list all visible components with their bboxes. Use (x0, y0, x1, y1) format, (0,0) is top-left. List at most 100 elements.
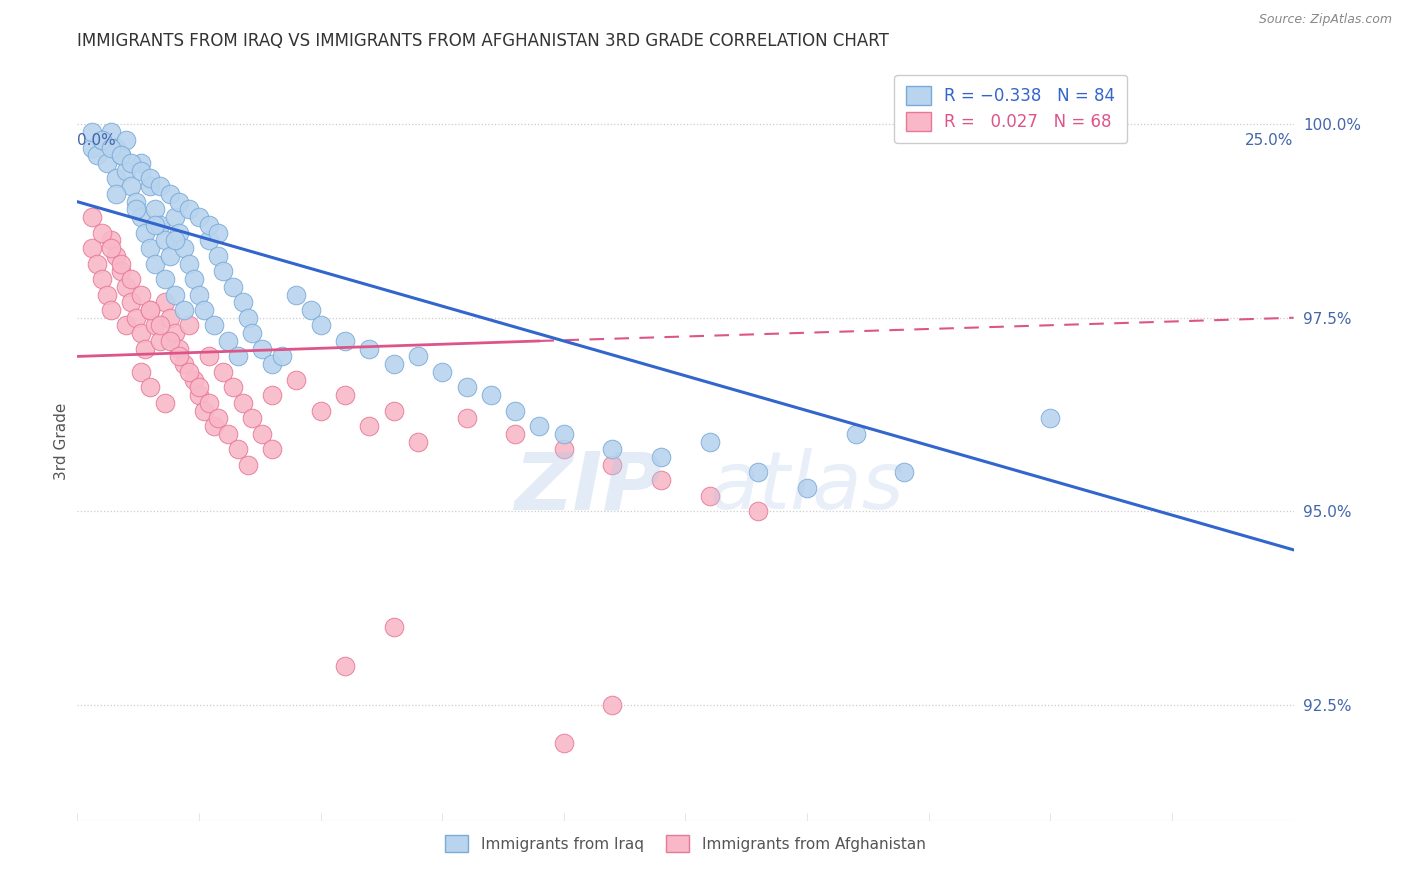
Point (207, 249, 229, 263)
Point (430, 365, 453, 379)
Point (163, 210, 186, 224)
Point (173, 241, 195, 255)
Point (149, 318, 172, 333)
Point (479, 388, 502, 402)
Point (129, 156, 152, 170)
Point (115, 318, 138, 333)
Point (406, 350, 429, 364)
Point (80, 140, 103, 154)
Point (285, 287, 308, 301)
Point (100, 140, 122, 154)
Point (163, 233, 186, 247)
Point (139, 303, 162, 318)
Point (299, 303, 322, 318)
Point (285, 373, 308, 387)
Point (153, 396, 176, 410)
Point (212, 365, 235, 379)
Point (529, 419, 551, 434)
Point (153, 233, 176, 247)
Point (163, 326, 186, 341)
Point (80, 125, 103, 139)
Point (382, 403, 405, 417)
Point (197, 233, 219, 247)
Point (105, 171, 128, 186)
Point (179, 318, 201, 333)
Point (222, 280, 245, 294)
Point (139, 380, 162, 394)
Point (173, 357, 195, 371)
Point (553, 736, 575, 750)
Point (333, 659, 356, 673)
Point (260, 357, 283, 371)
Point (159, 334, 181, 348)
Point (120, 272, 142, 286)
Y-axis label: 3rd Grade: 3rd Grade (53, 403, 69, 480)
Point (173, 303, 195, 318)
Point (143, 257, 166, 271)
Point (553, 426, 575, 441)
Point (260, 442, 283, 457)
Point (129, 365, 152, 379)
Point (212, 264, 235, 278)
Point (193, 303, 215, 318)
Point (456, 380, 478, 394)
Point (179, 365, 201, 379)
Point (747, 466, 769, 480)
Point (217, 426, 239, 441)
Text: Source: ZipAtlas.com: Source: ZipAtlas.com (1258, 13, 1392, 27)
Point (110, 257, 132, 271)
Point (105, 186, 128, 201)
Point (115, 280, 138, 294)
Point (242, 326, 264, 341)
Point (139, 241, 162, 255)
Point (406, 434, 429, 449)
Point (153, 295, 176, 310)
Point (207, 226, 229, 240)
Point (232, 295, 254, 310)
Point (129, 326, 152, 341)
Point (242, 411, 264, 425)
Point (115, 133, 138, 147)
Point (183, 373, 205, 387)
Point (100, 241, 122, 255)
Point (270, 350, 292, 364)
Point (359, 419, 381, 434)
Point (179, 257, 201, 271)
Point (120, 295, 142, 310)
Point (197, 218, 219, 232)
Point (110, 148, 132, 162)
Point (207, 411, 229, 425)
Point (120, 179, 142, 194)
Point (129, 210, 152, 224)
Point (169, 350, 191, 364)
Point (100, 233, 122, 247)
Point (188, 287, 211, 301)
Point (100, 125, 122, 139)
Point (129, 163, 152, 178)
Point (250, 426, 273, 441)
Point (217, 334, 239, 348)
Point (382, 357, 405, 371)
Point (236, 458, 259, 472)
Point (602, 458, 624, 472)
Point (699, 434, 721, 449)
Point (309, 403, 332, 417)
Point (120, 156, 142, 170)
Point (149, 179, 172, 194)
Point (1039, 411, 1062, 425)
Point (96, 156, 118, 170)
Point (188, 210, 211, 224)
Point (125, 202, 148, 217)
Point (226, 350, 249, 364)
Point (382, 620, 405, 634)
Point (747, 504, 769, 518)
Point (134, 342, 156, 356)
Point (169, 226, 191, 240)
Legend: Immigrants from Iraq, Immigrants from Afghanistan: Immigrants from Iraq, Immigrants from Af… (439, 829, 932, 858)
Point (143, 218, 166, 232)
Point (309, 318, 332, 333)
Point (149, 218, 172, 232)
Text: IMMIGRANTS FROM IRAQ VS IMMIGRANTS FROM AFGHANISTAN 3RD GRADE CORRELATION CHART: IMMIGRANTS FROM IRAQ VS IMMIGRANTS FROM … (77, 32, 889, 50)
Point (125, 310, 148, 325)
Point (893, 466, 915, 480)
